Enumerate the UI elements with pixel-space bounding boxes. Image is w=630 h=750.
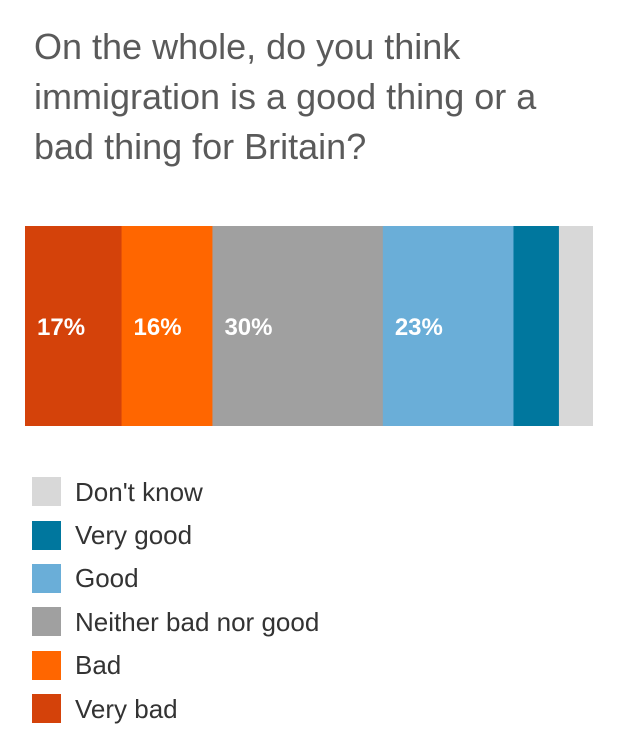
legend-label-neither-bad-nor-good: Neither bad nor good [75,606,320,637]
legend-swatch-very-good [32,520,61,550]
legend-label-very-bad: Very bad [75,693,178,724]
legend-label-very-good: Very good [75,520,193,551]
bar-segment-don-t-know [558,226,593,426]
legend-item-bad: Bad [32,644,319,687]
bar-segment-very-bad [25,226,123,426]
data-label-very-bad: 17% [37,314,85,341]
legend-label-don-t-know: Don't know [75,476,203,507]
legend-swatch-bad [32,650,61,680]
legend-item-good: Good [32,557,319,600]
legend-item-don-t-know: Don't know [32,470,319,513]
data-label-good: 23% [395,314,443,341]
legend-item-very-good: Very good [32,513,319,556]
legend-swatch-don-t-know [32,477,61,507]
bar-segment-bad [121,226,213,426]
legend-label-bad: Bad [75,650,122,681]
bar-segment-good [382,226,514,426]
chart-title: On the whole, do you think immigration i… [34,26,537,167]
legend-swatch-neither-bad-nor-good [32,607,61,637]
bar-segment-neither-bad-nor-good [212,226,384,426]
data-label-neither-bad-nor-good: 30% [224,314,272,341]
legend: Don't know Very good Good Neither bad nor g… [32,470,319,730]
stacked-bar-svg: 17% 16% 30% 23% [25,226,593,426]
legend-swatch-good [32,563,61,593]
legend-label-good: Good [75,563,139,594]
stacked-bar: 17% 16% 30% 23% [25,226,593,426]
legend-item-neither-bad-nor-good: Neither bad nor good [32,600,319,643]
data-label-bad: 16% [134,314,182,341]
legend-item-very-bad: Very bad [32,687,319,730]
legend-swatch-very-bad [32,694,61,724]
bar-segment-very-good [513,226,560,426]
